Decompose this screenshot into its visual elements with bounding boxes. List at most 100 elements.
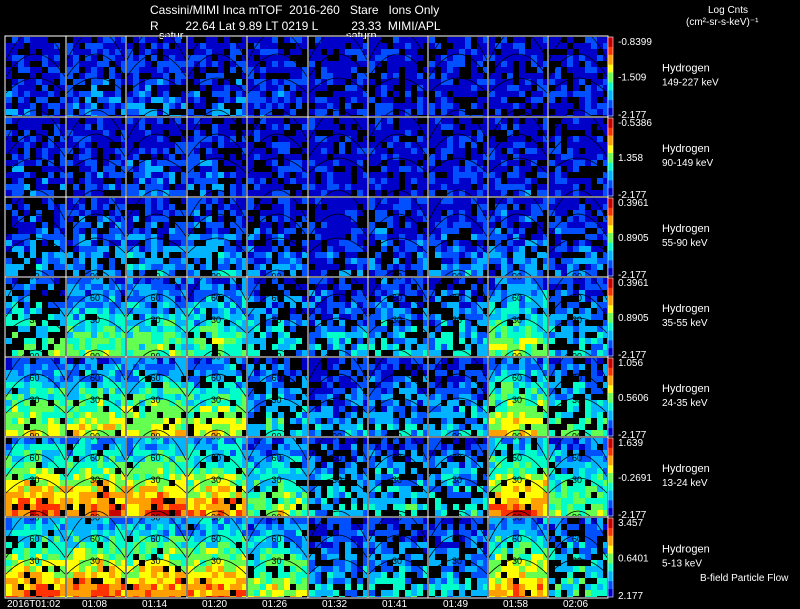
heatmap-cell — [67, 284, 73, 290]
heatmap-cell — [477, 85, 483, 91]
heatmap-cell — [284, 67, 290, 73]
heatmap-cell — [591, 338, 597, 344]
heatmap-cell — [115, 400, 121, 406]
heatmap-cell — [405, 178, 411, 184]
heatmap-cell — [73, 91, 79, 97]
heatmap-cell — [495, 160, 501, 166]
heatmap-cell — [525, 198, 531, 204]
heatmap-cell — [266, 302, 272, 308]
contour-arc — [187, 109, 247, 141]
heatmap-cell — [405, 284, 411, 290]
heatmap-cell — [145, 364, 151, 370]
heatmap-cell — [339, 198, 345, 204]
heatmap-cell — [309, 198, 315, 204]
heatmap-cell — [133, 198, 139, 204]
heatmap-cell — [224, 278, 230, 284]
colorbar-segment — [608, 338, 613, 341]
heatmap-cell — [194, 55, 200, 61]
heatmap-cell — [567, 160, 573, 166]
heatmap-cell — [327, 172, 333, 178]
heatmap-cell — [206, 234, 212, 240]
heatmap-cell — [163, 160, 169, 166]
heatmap-cell — [585, 264, 591, 270]
heatmap-cell — [459, 85, 465, 91]
heatmap-cell — [103, 124, 109, 130]
heatmap-cell — [145, 222, 151, 228]
heatmap-cell — [242, 418, 246, 424]
contour-arc — [368, 29, 428, 61]
heatmap-cell — [266, 85, 272, 91]
heatmap-cell — [333, 124, 339, 130]
heatmap-cell — [212, 124, 218, 130]
heatmap-cell — [175, 210, 181, 216]
heatmap-cell — [302, 394, 307, 400]
heatmap-cell — [465, 296, 471, 302]
heatmap-cell — [315, 198, 321, 204]
heatmap-cell — [24, 222, 30, 228]
heatmap-cell — [405, 258, 411, 264]
heatmap-cell — [206, 79, 212, 85]
heatmap-cell — [561, 109, 567, 115]
heatmap-cell — [579, 350, 585, 356]
heatmap-cell — [321, 302, 327, 308]
heatmap-cell — [109, 382, 115, 388]
heatmap-cell — [60, 85, 65, 91]
heatmap-cell — [218, 302, 224, 308]
heatmap-cell — [194, 154, 200, 160]
colorbar-segment — [608, 297, 613, 300]
heatmap-cell — [181, 73, 186, 79]
heatmap-cell — [363, 258, 367, 264]
heatmap-cell — [85, 154, 91, 160]
heatmap-cell — [501, 270, 507, 276]
heatmap-cell — [248, 172, 254, 178]
heatmap-cell — [567, 228, 573, 234]
heatmap-cell — [109, 198, 115, 204]
heatmap-cell — [212, 382, 218, 388]
heatmap-cell — [127, 118, 133, 124]
heatmap-cell — [103, 55, 109, 61]
heatmap-cell — [115, 210, 121, 216]
heatmap-cell — [139, 388, 145, 394]
heatmap-cell — [284, 394, 290, 400]
heatmap-cell — [127, 142, 133, 148]
heatmap-cell — [405, 166, 411, 172]
heatmap-cell — [302, 228, 307, 234]
heatmap-cell — [42, 85, 48, 91]
heatmap-cell — [54, 358, 60, 364]
heatmap-cell — [127, 148, 133, 154]
heatmap-cell — [513, 124, 519, 130]
heatmap-cell — [30, 364, 36, 370]
heatmap-cell — [127, 264, 133, 270]
heatmap-cell — [60, 136, 65, 142]
heatmap-cell — [151, 358, 157, 364]
heatmap-cell — [200, 166, 206, 172]
heatmap-cell — [127, 344, 133, 350]
heatmap-cell — [36, 178, 42, 184]
heatmap-cell — [363, 326, 367, 332]
heatmap-cell — [133, 67, 139, 73]
heatmap-cell — [260, 338, 266, 344]
heatmap-cell — [127, 412, 133, 418]
contour-arc — [368, 133, 428, 157]
heatmap-cell — [42, 418, 48, 424]
heatmap-cell — [465, 264, 471, 270]
heatmap-cell — [36, 97, 42, 103]
heatmap-cell — [417, 246, 423, 252]
heatmap-cell — [188, 382, 194, 388]
heatmap-cell — [97, 370, 103, 376]
heatmap-cell — [411, 302, 417, 308]
heatmap-cell — [513, 49, 519, 55]
heatmap-cell — [145, 166, 151, 172]
heatmap-cell — [200, 160, 206, 166]
heatmap-cell — [151, 204, 157, 210]
heatmap-cell — [345, 190, 351, 196]
heatmap-cell — [60, 97, 65, 103]
heatmap-cell — [369, 332, 375, 338]
heatmap-cell — [591, 296, 597, 302]
heatmap-cell — [459, 246, 465, 252]
heatmap-cell — [507, 302, 513, 308]
heatmap-cell — [333, 43, 339, 49]
heatmap-cell — [333, 130, 339, 136]
heatmap-cell — [296, 118, 302, 124]
heatmap-cell — [585, 67, 591, 73]
